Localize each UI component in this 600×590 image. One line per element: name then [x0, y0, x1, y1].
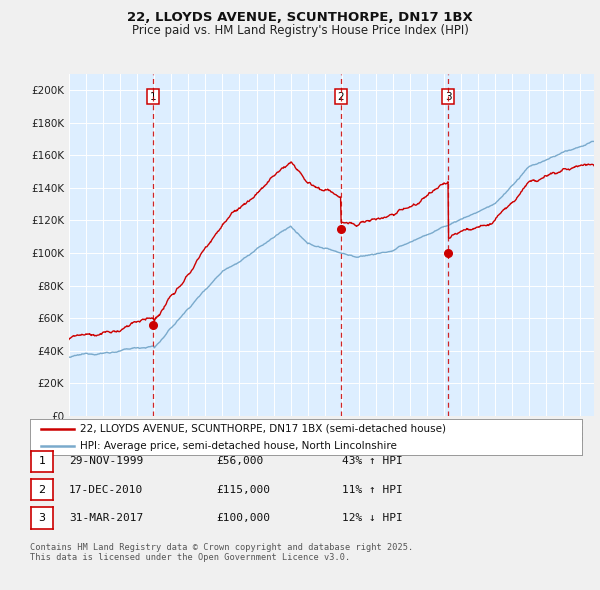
Text: 17-DEC-2010: 17-DEC-2010: [69, 485, 143, 494]
Text: 11% ↑ HPI: 11% ↑ HPI: [342, 485, 403, 494]
Text: £56,000: £56,000: [216, 457, 263, 466]
Text: £115,000: £115,000: [216, 485, 270, 494]
Text: 29-NOV-1999: 29-NOV-1999: [69, 457, 143, 466]
Text: 1: 1: [149, 91, 156, 101]
Text: Contains HM Land Registry data © Crown copyright and database right 2025.: Contains HM Land Registry data © Crown c…: [30, 543, 413, 552]
Text: This data is licensed under the Open Government Licence v3.0.: This data is licensed under the Open Gov…: [30, 553, 350, 562]
Text: Price paid vs. HM Land Registry's House Price Index (HPI): Price paid vs. HM Land Registry's House …: [131, 24, 469, 37]
Text: 3: 3: [445, 91, 452, 101]
Text: HPI: Average price, semi-detached house, North Lincolnshire: HPI: Average price, semi-detached house,…: [80, 441, 397, 451]
Text: 2: 2: [38, 485, 46, 494]
Text: £100,000: £100,000: [216, 513, 270, 523]
Text: 3: 3: [38, 513, 46, 523]
Text: 1: 1: [38, 457, 46, 466]
Text: 2: 2: [338, 91, 344, 101]
Text: 22, LLOYDS AVENUE, SCUNTHORPE, DN17 1BX (semi-detached house): 22, LLOYDS AVENUE, SCUNTHORPE, DN17 1BX …: [80, 424, 446, 434]
Text: 12% ↓ HPI: 12% ↓ HPI: [342, 513, 403, 523]
Text: 43% ↑ HPI: 43% ↑ HPI: [342, 457, 403, 466]
Text: 22, LLOYDS AVENUE, SCUNTHORPE, DN17 1BX: 22, LLOYDS AVENUE, SCUNTHORPE, DN17 1BX: [127, 11, 473, 24]
Text: 31-MAR-2017: 31-MAR-2017: [69, 513, 143, 523]
